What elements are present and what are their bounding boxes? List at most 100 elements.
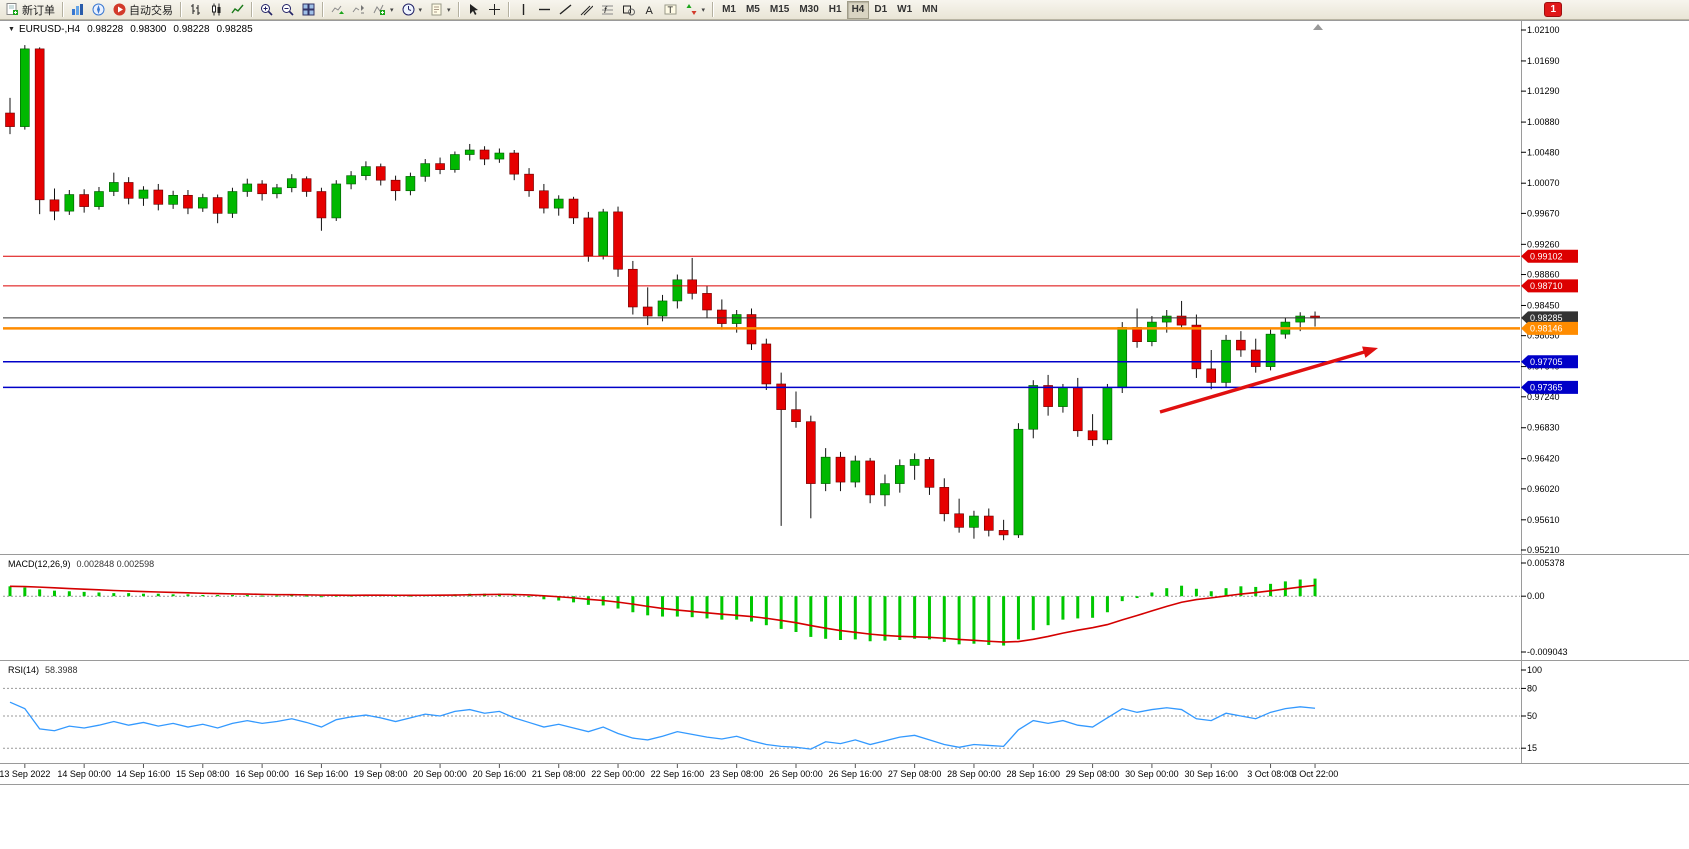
market-watch-button[interactable]: [67, 1, 88, 19]
macd-histogram-bar: [186, 594, 190, 597]
candle: [983, 515, 994, 531]
timeframe-mn[interactable]: MN: [917, 1, 943, 19]
line-chart-type-button[interactable]: [227, 1, 248, 19]
vertical-line-tool-button[interactable]: [513, 1, 534, 19]
macd-histogram-bar: [572, 596, 576, 603]
arrows-tool-button[interactable]: ▾: [681, 1, 710, 19]
zoom-out-button[interactable]: [277, 1, 298, 19]
trend-arrow-head[interactable]: [1362, 346, 1378, 358]
notification-badge[interactable]: 1: [1544, 2, 1562, 17]
candle: [865, 460, 875, 496]
tile-windows-icon: [302, 3, 315, 16]
chart-shift-marker[interactable]: [1313, 24, 1323, 30]
candle: [79, 194, 89, 207]
equidistant-channel-tool-button[interactable]: [576, 1, 597, 19]
macd-histogram-bar: [1076, 596, 1080, 619]
rsi-axis-label: 100: [1527, 665, 1542, 675]
periods-button[interactable]: ▾: [398, 1, 427, 19]
tile-windows-button[interactable]: [298, 1, 319, 19]
price-axis-label: 0.96020: [1527, 484, 1560, 494]
timeframe-m30[interactable]: M30: [794, 1, 823, 19]
candle: [702, 293, 712, 311]
line-chart-icon: [231, 3, 244, 16]
indicators-caret-icon: ▾: [390, 6, 394, 14]
candle: [1087, 430, 1098, 441]
chart-shift-icon: [352, 3, 365, 16]
svg-text:0.98710: 0.98710: [1530, 281, 1563, 291]
chart-shift-button[interactable]: [348, 1, 369, 19]
macd-histogram-bar: [1016, 596, 1020, 640]
timeframe-m15[interactable]: M15: [765, 1, 794, 19]
macd-values: 0.002848 0.002598: [76, 559, 155, 569]
candle: [316, 191, 327, 219]
shapes-tool-button[interactable]: [618, 1, 639, 19]
svg-text:f: f: [604, 5, 608, 15]
svg-text:0.99102: 0.99102: [1530, 251, 1563, 261]
price-tag-0.97705[interactable]: 0.97705: [1521, 355, 1578, 369]
price-tag-0.98146[interactable]: 0.98146: [1521, 321, 1578, 335]
candle: [672, 279, 683, 302]
trendline-tool-button[interactable]: [555, 1, 576, 19]
timeframe-h1[interactable]: H1: [824, 1, 847, 19]
timeframe-w1[interactable]: W1: [892, 1, 917, 19]
macd-histogram-bar: [1061, 596, 1065, 620]
timeframe-h4[interactable]: H4: [846, 0, 870, 19]
candle: [1147, 321, 1157, 342]
horizontal-line-tool-button[interactable]: [534, 1, 555, 19]
time-axis-label: 30 Sep 00:00: [1125, 769, 1179, 779]
time-axis-label: 20 Sep 00:00: [413, 769, 467, 779]
candle: [197, 197, 208, 209]
candle: [64, 194, 75, 212]
candle: [1176, 315, 1187, 326]
auto-trading-button[interactable]: 自动交易: [109, 1, 177, 19]
price-axis-label: 1.00070: [1527, 178, 1560, 188]
macd-histogram-bar: [809, 596, 813, 637]
macd-histogram-bar: [38, 589, 42, 597]
timeframe-m5[interactable]: M5: [741, 1, 765, 19]
templates-button[interactable]: ▾: [426, 1, 455, 19]
time-axis-label: 14 Sep 16:00: [117, 769, 171, 779]
price-tag-0.98285[interactable]: 0.98285: [1521, 311, 1578, 325]
price-tag-0.97365[interactable]: 0.97365: [1521, 380, 1578, 394]
timeframe-m1[interactable]: M1: [717, 1, 741, 19]
candle: [34, 48, 45, 201]
candlestick-icon: [210, 3, 223, 16]
candle: [242, 183, 253, 192]
indicators-button[interactable]: ▾: [369, 1, 398, 19]
macd-histogram-bar: [720, 596, 724, 620]
text-label-tool-button[interactable]: T: [660, 1, 681, 19]
candle: [820, 456, 831, 484]
candlestick-chart-type-button[interactable]: [206, 1, 227, 19]
macd-histogram-bar: [334, 595, 338, 597]
macd-histogram-bar: [1180, 585, 1184, 597]
macd-histogram-bar: [1165, 588, 1169, 597]
macd-histogram-bar: [1269, 583, 1273, 597]
price-tag-0.99102[interactable]: 0.99102: [1521, 249, 1578, 263]
price-tag-0.98710[interactable]: 0.98710: [1521, 279, 1578, 293]
cursor-button[interactable]: [463, 1, 484, 19]
macd-histogram-bar: [1002, 596, 1006, 646]
auto-scroll-button[interactable]: [327, 1, 348, 19]
macd-histogram-bar: [82, 591, 86, 597]
navigator-button[interactable]: [88, 1, 109, 19]
text-tool-button[interactable]: A: [639, 1, 660, 19]
bar-chart-type-button[interactable]: [185, 1, 206, 19]
candle: [731, 314, 742, 324]
one-click-trading-toggle[interactable]: ▼: [8, 26, 15, 33]
crosshair-button[interactable]: [484, 1, 505, 19]
candle: [1058, 387, 1068, 407]
candle: [761, 343, 772, 385]
zoom-in-button[interactable]: [256, 1, 277, 19]
new-order-button[interactable]: 新订单: [2, 1, 59, 19]
macd-histogram-bar: [23, 587, 27, 597]
trend-arrow[interactable]: [1159, 348, 1371, 414]
macd-histogram-bar: [230, 594, 234, 597]
macd-histogram-bar: [542, 596, 546, 600]
timeframe-d1[interactable]: D1: [869, 1, 892, 19]
candle: [568, 198, 579, 219]
separator: [62, 2, 64, 17]
trendline-icon: [559, 3, 572, 16]
fibonacci-tool-button[interactable]: f: [597, 1, 618, 19]
macd-histogram-bar: [764, 596, 768, 626]
